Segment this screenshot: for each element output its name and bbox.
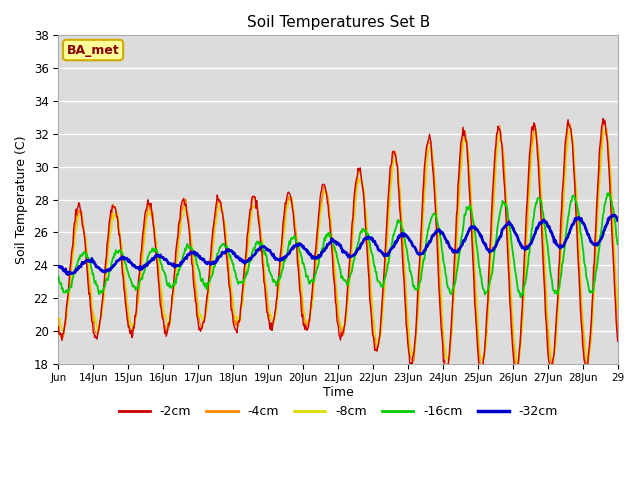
Title: Soil Temperatures Set B: Soil Temperatures Set B — [246, 15, 430, 30]
Y-axis label: Soil Temperature (C): Soil Temperature (C) — [15, 135, 28, 264]
Text: BA_met: BA_met — [67, 44, 120, 57]
Legend: -2cm, -4cm, -8cm, -16cm, -32cm: -2cm, -4cm, -8cm, -16cm, -32cm — [113, 400, 563, 423]
X-axis label: Time: Time — [323, 386, 354, 399]
